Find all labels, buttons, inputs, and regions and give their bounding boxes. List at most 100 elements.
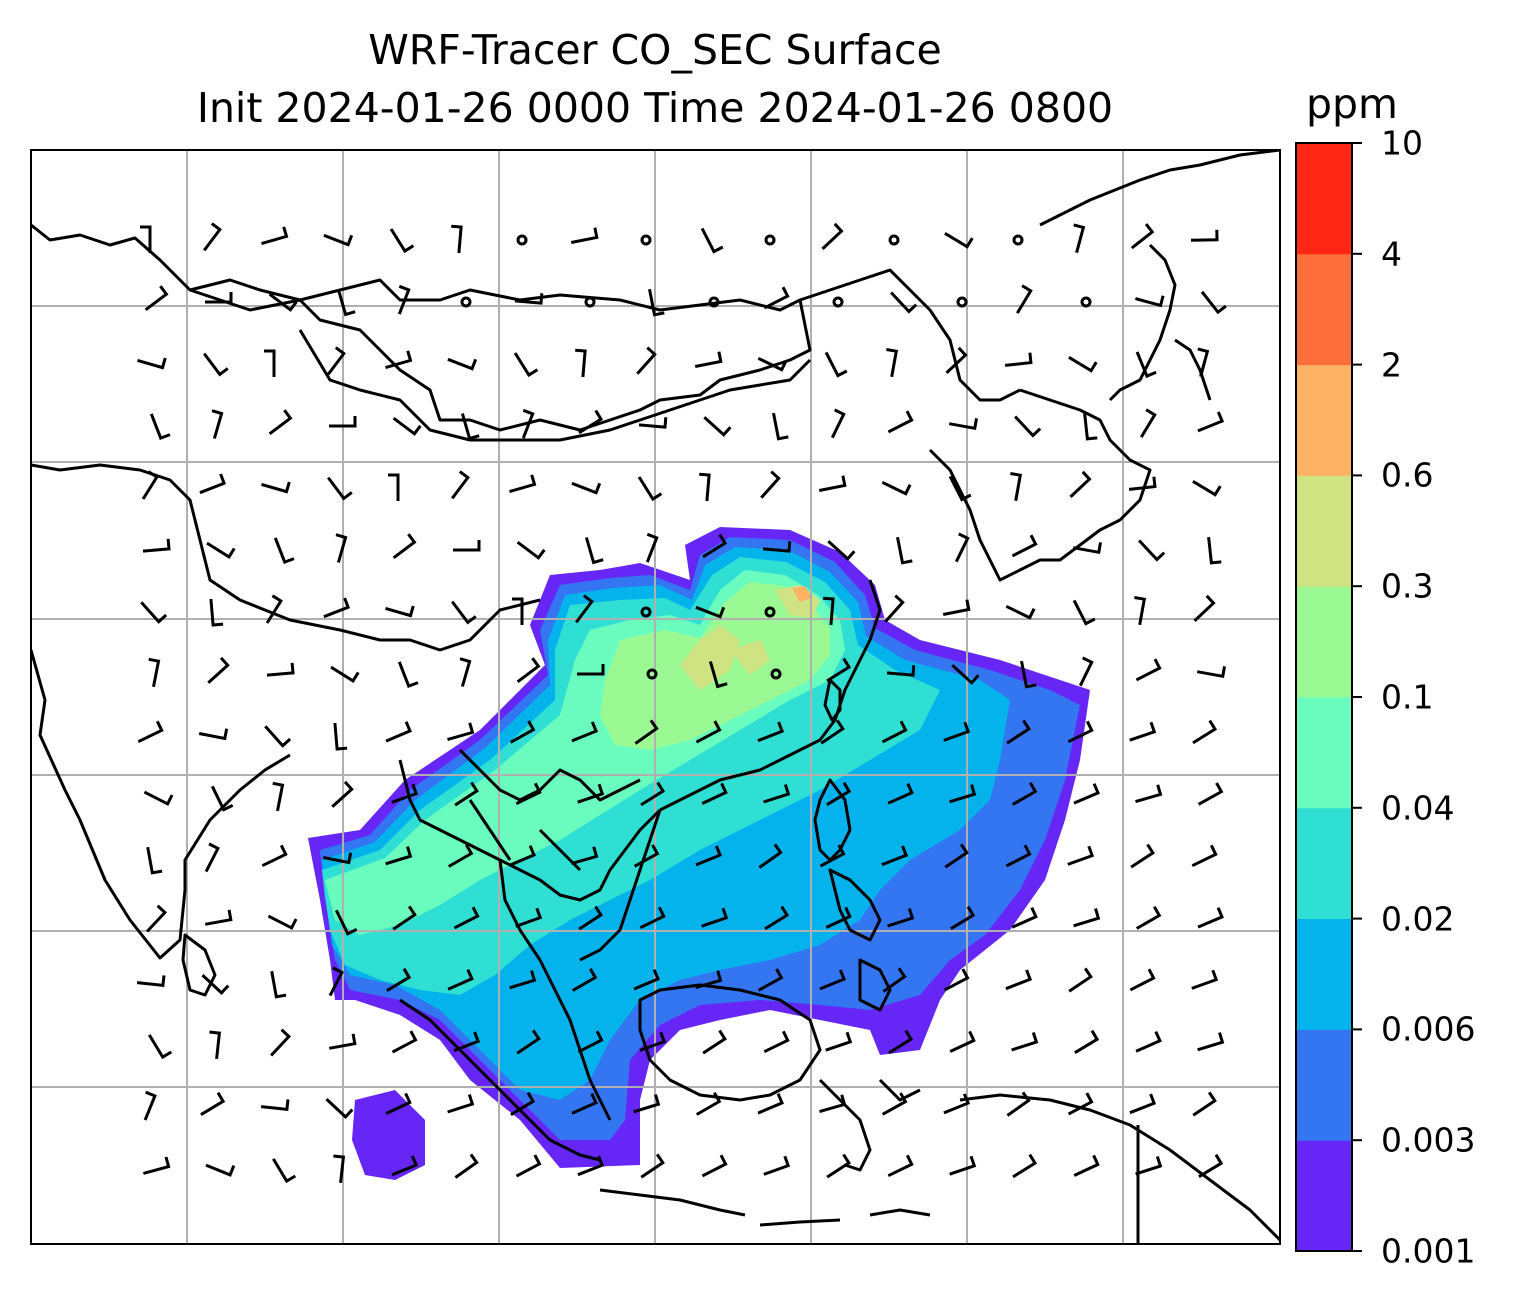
wind-barb	[141, 470, 159, 500]
wind-barb	[823, 596, 835, 626]
wind-barb	[639, 906, 666, 930]
wind-barb	[695, 720, 722, 744]
wind-barb	[826, 657, 852, 683]
wind-barb	[818, 475, 847, 492]
wind-barb	[571, 968, 598, 992]
wind-barb	[204, 842, 220, 873]
wind-barb	[209, 1030, 222, 1060]
calm-marker	[956, 296, 968, 308]
map-title: WRF-Tracer CO_SEC Surface	[368, 26, 942, 74]
wind-barb	[385, 846, 413, 866]
wind-barb	[335, 533, 348, 563]
wind-barb	[944, 232, 974, 249]
colorbar-tick-label: 0.6	[1381, 455, 1434, 495]
wind-barb	[1207, 536, 1222, 565]
level-0.001-island	[352, 1090, 425, 1180]
wind-barb	[584, 537, 604, 565]
wind-barb	[516, 541, 546, 560]
colorbar-segment	[1296, 586, 1352, 698]
wind-barb	[453, 540, 481, 552]
wind-barb	[942, 599, 971, 616]
wind-barb	[211, 409, 224, 439]
wind-barb	[577, 783, 605, 804]
wind-barb	[578, 905, 603, 931]
wind-barb	[633, 969, 660, 991]
wind-barb	[209, 598, 224, 627]
wind-barb	[639, 1031, 667, 1052]
colorbar-frame	[1295, 142, 1353, 1252]
wind-barb	[1011, 906, 1038, 929]
wind-barb	[512, 597, 524, 625]
wind-barb	[137, 357, 167, 370]
wind-barb	[451, 470, 470, 500]
wind-barb	[575, 594, 594, 624]
wind-barb	[1016, 284, 1033, 314]
wind-barb	[327, 346, 346, 376]
calm-marker	[764, 606, 776, 618]
wind-barb	[270, 970, 287, 999]
wind-barb	[1069, 470, 1092, 498]
wind-barb	[1135, 295, 1165, 308]
wind-barb	[272, 781, 285, 812]
calm-marker	[770, 668, 782, 680]
wind-barb	[515, 782, 542, 806]
wind-barb	[272, 1158, 297, 1184]
calm-marker	[832, 296, 844, 308]
wind-barb	[948, 475, 972, 502]
wind-barb	[140, 601, 168, 624]
wind-barb	[453, 906, 480, 930]
wind-barb	[1191, 844, 1218, 868]
wind-barb	[323, 597, 351, 619]
wind-barb	[328, 966, 344, 997]
wind-barb	[827, 540, 856, 561]
wind-barb	[954, 532, 970, 563]
wind-barb	[206, 541, 236, 559]
wind-barb	[451, 600, 477, 625]
wind-barb	[1005, 844, 1032, 868]
map-subtitle: Init 2024-01-26 0000 Time 2024-01-26 080…	[196, 84, 1114, 132]
wind-barb	[708, 661, 728, 689]
wind-barb	[513, 352, 539, 378]
colorbar-tick-label: 4	[1381, 234, 1402, 274]
wind-barb	[1005, 604, 1036, 620]
wind-barb	[515, 907, 543, 928]
map-frame	[30, 149, 1281, 1245]
wind-barb	[944, 843, 969, 869]
wind-barb	[333, 722, 348, 751]
wind-barb	[210, 785, 234, 812]
sulawesi-coast	[818, 1078, 921, 1172]
wind-barb	[328, 1033, 357, 1050]
wind-barb	[1190, 229, 1219, 242]
wind-barb	[521, 408, 535, 439]
wind-barb	[261, 481, 291, 494]
colorbar-segment	[1296, 475, 1352, 587]
wind-barb	[148, 1034, 173, 1060]
wind-barb	[826, 1153, 851, 1179]
wind-barb	[943, 968, 970, 992]
wind-barb	[453, 1031, 481, 1053]
borneo-coast	[638, 983, 822, 1102]
wind-barb	[701, 907, 729, 928]
wind-barb	[460, 413, 480, 441]
wind-barb	[571, 1092, 598, 1115]
philippines-visayas	[828, 868, 892, 1012]
wind-barb	[268, 409, 293, 435]
wind-barb	[763, 784, 791, 804]
wind-barb	[392, 905, 417, 931]
wind-barb	[1073, 1154, 1100, 1177]
wind-barb	[825, 906, 852, 929]
wind-barb	[884, 594, 905, 623]
wind-barb	[205, 1163, 236, 1177]
wind-barb	[824, 351, 848, 378]
wind-barb	[1006, 1091, 1031, 1117]
wind-barb	[454, 781, 479, 807]
wind-barb	[1004, 352, 1033, 367]
wind-barb	[1067, 1092, 1094, 1116]
wind-barb	[757, 721, 785, 743]
wind-barb	[887, 782, 914, 805]
calm-marker	[764, 234, 776, 246]
indochina-coast	[398, 759, 662, 902]
wind-barb	[634, 719, 659, 745]
wind-barb	[887, 908, 915, 928]
